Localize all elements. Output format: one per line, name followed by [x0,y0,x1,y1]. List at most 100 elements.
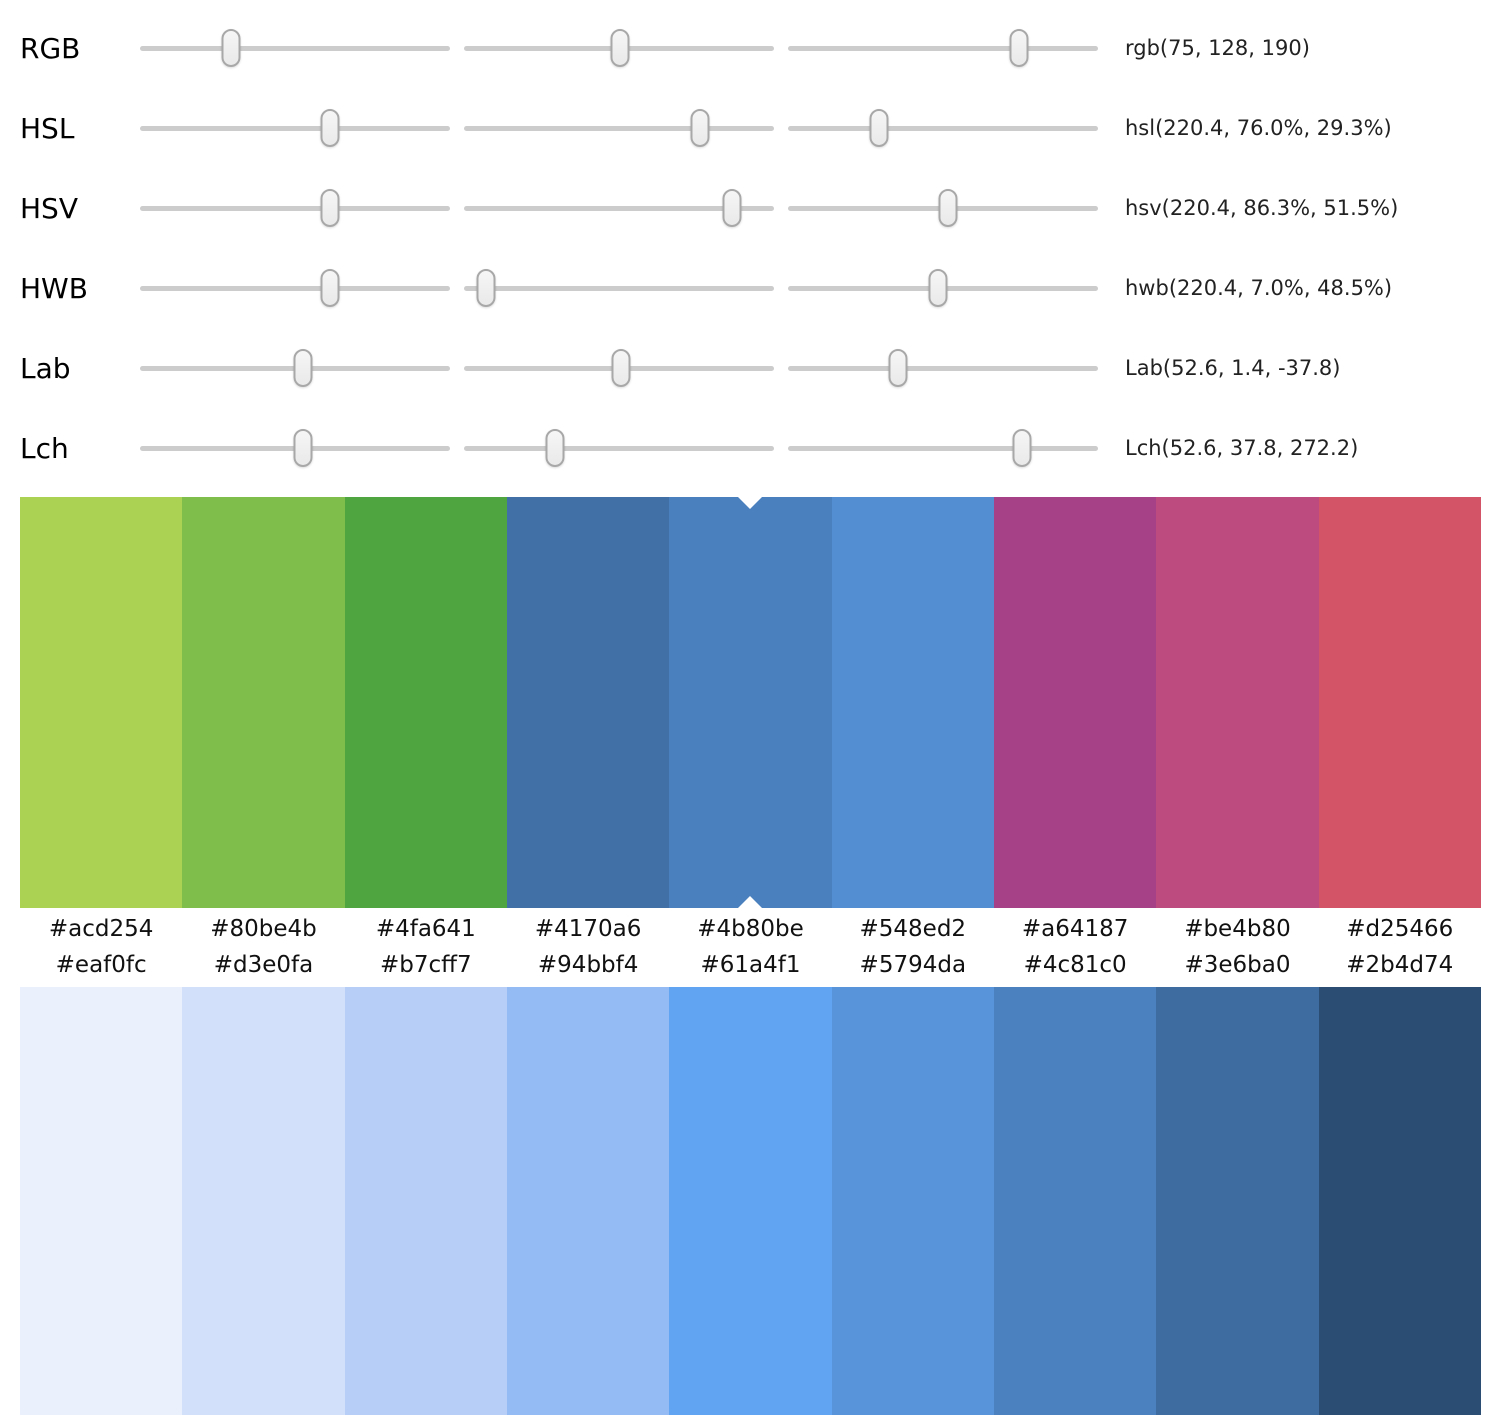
hue-swatch-4170a6[interactable] [506,497,670,908]
slider-track[interactable] [788,29,1098,67]
slider-handle[interactable] [221,29,241,67]
hue-swatch-be4b80[interactable] [1156,497,1319,908]
shade-swatch-61a4f1[interactable] [669,987,832,1415]
slider-row-rgb: RGB rgb(75, 128, 190) [20,8,1501,88]
hue-swatch-548ed2[interactable] [831,497,994,908]
shade-swatch-b7cff7[interactable] [344,987,507,1415]
shade-swatch-3e6ba0[interactable] [1156,987,1319,1415]
shade-label-row: #eaf0fc #d3e0fa #b7cff7 #94bbf4 #61a4f1 #5794… [20,951,1481,987]
hwb-slider-3[interactable] [788,266,1098,310]
slider-track[interactable] [140,349,450,387]
slider-track[interactable] [464,29,774,67]
hue-swatch-d25466[interactable] [1318,497,1481,908]
slider-row-hwb: HWB hwb(220.4, 7.0%, 48.5%) [20,248,1501,328]
slider-handle[interactable] [722,189,742,227]
hsv-slider-1[interactable] [140,186,450,230]
slider-handle[interactable] [293,429,313,467]
slider-track[interactable] [464,349,774,387]
colorspace-label: Lab [20,351,71,385]
colorspace-label: HWB [20,271,88,305]
slider-handle[interactable] [1009,29,1029,67]
slider-row-lch: Lch Lch(52.6, 37.8, 272.2) [20,408,1501,488]
lab-slider-1[interactable] [140,346,450,390]
hue-hex-label: #d25466 [1346,916,1454,942]
slider-handle[interactable] [690,109,710,147]
color-value-text: rgb(75, 128, 190) [1125,36,1310,60]
lab-slider-2[interactable] [464,346,774,390]
slider-track[interactable] [464,109,774,147]
slider-handle[interactable] [320,109,340,147]
slider-track[interactable] [140,109,450,147]
slider-track[interactable] [788,109,1098,147]
color-value-text: hwb(220.4, 7.0%, 48.5%) [1125,276,1393,300]
hue-swatch-a64187[interactable] [993,497,1157,908]
lightness-palette: #eaf0fc #d3e0fa #b7cff7 #94bbf4 #61a4f1 #5794… [20,951,1481,1415]
slider-track[interactable] [788,429,1098,467]
slider-row-hsl: HSL hsl(220.4, 76.0%, 29.3%) [20,88,1501,168]
color-value-text: Lab(52.6, 1.4, -37.8) [1125,356,1341,380]
slider-handle[interactable] [611,349,631,387]
colorspace-label: RGB [20,31,81,65]
slider-track[interactable] [140,29,450,67]
slider-handle[interactable] [928,269,948,307]
shade-swatch-d3e0fa[interactable] [182,987,345,1415]
slider-track[interactable] [140,189,450,227]
colorspace-label: HSV [20,191,78,225]
hue-hex-label: #548ed2 [859,916,967,942]
shade-hex-label: #94bbf4 [537,952,639,978]
hue-hex-label: #be4b80 [1184,916,1291,942]
hue-swatch-acd254[interactable] [20,497,183,908]
slider-handle[interactable] [320,189,340,227]
slider-handle[interactable] [476,269,496,307]
slider-track[interactable] [788,189,1098,227]
slider-handle[interactable] [869,109,889,147]
slider-track[interactable] [464,269,774,307]
slider-handle[interactable] [888,349,908,387]
lab-slider-3[interactable] [788,346,1098,390]
hue-hex-label: #acd254 [48,916,154,942]
shade-hex-label: #4c81c0 [1023,952,1127,978]
hsv-slider-2[interactable] [464,186,774,230]
hue-swatch-80be4b[interactable] [182,497,345,908]
shade-swatch-94bbf4[interactable] [506,987,670,1415]
shade-swatch-2b4d74[interactable] [1318,987,1481,1415]
slider-handle[interactable] [610,29,630,67]
shade-hex-label: #b7cff7 [380,952,472,978]
shade-swatch-4c81c0[interactable] [993,987,1157,1415]
shade-swatch-5794da[interactable] [831,987,994,1415]
slider-track[interactable] [464,429,774,467]
slider-track[interactable] [464,189,774,227]
slider-track[interactable] [788,349,1098,387]
rgb-slider-1[interactable] [140,26,450,70]
lch-slider-1[interactable] [140,426,450,470]
lch-slider-2[interactable] [464,426,774,470]
hwb-slider-2[interactable] [464,266,774,310]
slider-row-hsv: HSV hsv(220.4, 86.3%, 51.5%) [20,168,1501,248]
color-value-text: Lch(52.6, 37.8, 272.2) [1125,436,1359,460]
hsv-slider-3[interactable] [788,186,1098,230]
hsl-slider-2[interactable] [464,106,774,150]
colorspace-label: HSL [20,111,75,145]
hue-hex-label: #4b80be [697,916,804,942]
shade-swatch-eaf0fc[interactable] [20,987,183,1415]
slider-handle[interactable] [293,349,313,387]
hue-swatch-4fa641[interactable] [344,497,507,908]
slider-row-lab: Lab Lab(52.6, 1.4, -37.8) [20,328,1501,408]
rgb-slider-3[interactable] [788,26,1098,70]
hwb-slider-1[interactable] [140,266,450,310]
hsl-slider-1[interactable] [140,106,450,150]
slider-track[interactable] [140,429,450,467]
slider-track[interactable] [140,269,450,307]
slider-handle[interactable] [1012,429,1032,467]
hue-hex-label: #4fa641 [375,916,476,942]
lch-slider-3[interactable] [788,426,1098,470]
rgb-slider-2[interactable] [464,26,774,70]
slider-handle[interactable] [545,429,565,467]
hue-hex-label: #a64187 [1021,916,1129,942]
color-value-text: hsv(220.4, 86.3%, 51.5%) [1125,196,1399,220]
slider-track[interactable] [788,269,1098,307]
slider-handle[interactable] [320,269,340,307]
slider-handle[interactable] [938,189,958,227]
hue-swatch-4b80be[interactable] [669,497,832,908]
hsl-slider-3[interactable] [788,106,1098,150]
